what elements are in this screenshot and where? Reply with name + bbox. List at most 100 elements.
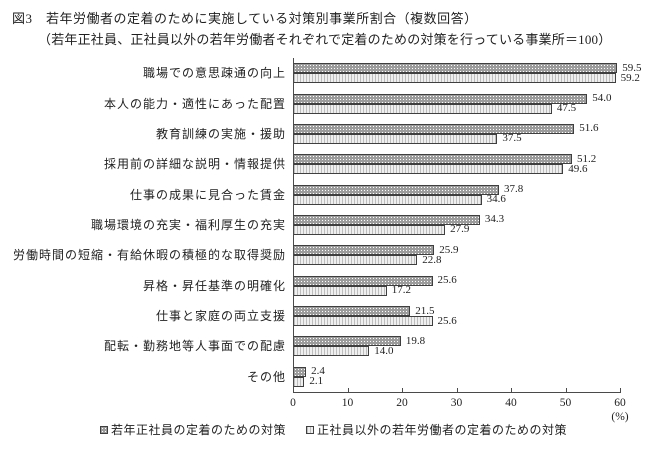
bar-value-label: 51.6 [579,122,599,135]
category-label: 職場での意思疎通の向上 [142,66,286,81]
bar-pair: 34.3 27.9 [293,213,505,236]
bar-line: 49.6 [293,162,596,175]
bar-series1 [293,366,307,377]
bar-series1 [293,245,435,256]
bar-pair: 21.5 25.6 [293,304,457,327]
bar-line: 25.6 [293,274,457,287]
legend-item-seishain: 若年正社員の定着のための対策 [100,424,286,436]
legend-swatch-series1-icon [100,426,108,434]
bar-value-label: 47.5 [556,102,577,115]
bar-value-label: 21.5 [415,304,435,317]
x-axis-line [293,392,621,393]
chart-row: 本人の能力・適性にあった配置 54.0 47.5 [0,88,672,118]
bar-value-label: 17.2 [391,284,411,297]
chart-row: 職場環境の充実・福利厚生の充実 34.3 27.9 [0,210,672,240]
bar-line: 59.5 [293,62,642,74]
x-axis-tick-label: 0 [290,397,296,409]
bar-value-label: 22.8 [422,253,442,266]
category-label: 本人の能力・適性にあった配置 [103,96,286,111]
bar-value-label: 49.6 [568,162,588,175]
chart-row: 教育訓練の実施・援助 51.6 37.5 [0,119,672,149]
x-axis-tick [620,388,621,392]
bar-value-label: 19.8 [405,334,426,347]
bar-series2 [293,316,433,327]
category-label: 昇格・昇任基準の明確化 [142,278,286,293]
bar-series1 [293,184,499,195]
bar-line: 47.5 [293,102,612,115]
bar-series2 [293,224,446,235]
category-label: 仕事の成果に見合った賃金 [129,187,286,202]
chart-row: 労働時間の短縮・有給休暇の積極的な取得奨励 25.9 22.8 [0,240,672,270]
x-axis-tick-label: 60 [614,397,626,409]
bar-value-label: 59.2 [620,71,640,84]
bar-value-label: 2.4 [311,365,325,378]
bar-pair: 54.0 47.5 [293,92,612,115]
chart-row: 仕事と家庭の両立支援 21.5 25.6 [0,301,672,331]
legend-label-series1: 若年正社員の定着のための対策 [111,423,287,437]
bar-series1 [293,275,433,286]
y-axis-line [293,58,294,392]
bar-value-label: 25.6 [437,314,457,327]
category-label: 採用前の詳細な説明・情報提供 [103,157,286,172]
bar-value-label: 27.9 [450,223,470,236]
chart-row: 配転・勤務地等人事面での配慮 19.8 14.0 [0,331,672,361]
bar-value-label: 14.0 [374,344,394,357]
x-axis-tick [402,388,403,392]
x-axis-unit-label: (%) [611,411,629,423]
chart-row: 採用前の詳細な説明・情報提供 51.2 49.6 [0,149,672,179]
bar-line: 14.0 [293,344,425,357]
bar-series2 [293,285,387,296]
bar-pair: 25.9 22.8 [293,243,459,266]
bar-value-label: 25.9 [439,243,459,256]
bar-value-label: 54.0 [592,92,612,105]
category-label: 労働時間の短縮・有給休暇の積極的な取得奨励 [12,248,286,263]
bar-pair: 2.4 2.1 [293,365,325,387]
bar-line: 25.6 [293,314,457,327]
x-axis-tick [293,388,294,392]
chart-row: 仕事の成果に見合った賃金 37.8 34.6 [0,179,672,209]
bar-series2 [293,73,616,84]
bar-series2 [293,194,482,205]
x-axis-tick [511,388,512,392]
chart-row: その他 2.4 2.1 [0,362,672,392]
bar-line: 27.9 [293,223,504,236]
bar-pair: 37.8 34.6 [293,184,523,205]
bar-series1 [293,154,572,165]
bar-line: 34.3 [293,213,505,226]
bar-line: 2.1 [293,376,325,387]
bar-pair: 51.6 37.5 [293,122,599,144]
legend: 若年正社員の定着のための対策 正社員以外の若年労働者の定着のための対策 [0,424,672,440]
bar-line: 22.8 [293,253,458,266]
bar-line: 17.2 [293,284,457,297]
x-axis-tick [456,388,458,392]
chart-title: 図3 若年労働者の定着のために実施している対策別事業所割合（複数回答） [12,11,478,26]
bar-value-label: 34.3 [484,213,505,226]
bar-pair: 25.6 17.2 [293,274,457,297]
bar-series1 [293,63,618,74]
bar-pair: 59.5 59.2 [293,62,642,84]
x-axis-tick [347,388,349,392]
bar-line: 21.5 [293,304,457,317]
bar-line: 19.8 [293,334,426,347]
bar-line: 34.6 [293,194,523,205]
x-axis-tick-label: 30 [450,397,463,409]
category-label: 配転・勤務地等人事面での配慮 [103,339,286,354]
bar-value-label: 25.6 [437,274,457,287]
bar-series2 [293,103,552,114]
x-axis-tick-label: 20 [396,397,408,409]
legend-label-series2: 正社員以外の若年労働者の定着のための対策 [317,423,568,437]
bar-rows: 職場での意思疎通の向上 59.5 59.2 本人の能力・適性にあった配置 54.0 47.… [0,58,672,392]
bar-line: 51.6 [293,122,599,135]
category-label: 仕事と家庭の両立支援 [155,309,286,324]
bar-line: 51.2 [293,153,596,165]
chart-row: 昇格・昇任基準の明確化 25.6 17.2 [0,271,672,301]
bar-line: 37.5 [293,133,598,144]
x-axis-tick-label: 40 [505,397,517,409]
plot-area: 職場での意思疎通の向上 59.5 59.2 本人の能力・適性にあった配置 54.0 47.… [0,58,672,423]
bar-series1 [293,123,575,134]
category-label: 教育訓練の実施・援助 [155,126,286,141]
bar-series1 [293,93,588,104]
bar-pair: 19.8 14.0 [293,334,426,357]
bar-series2 [293,255,418,266]
